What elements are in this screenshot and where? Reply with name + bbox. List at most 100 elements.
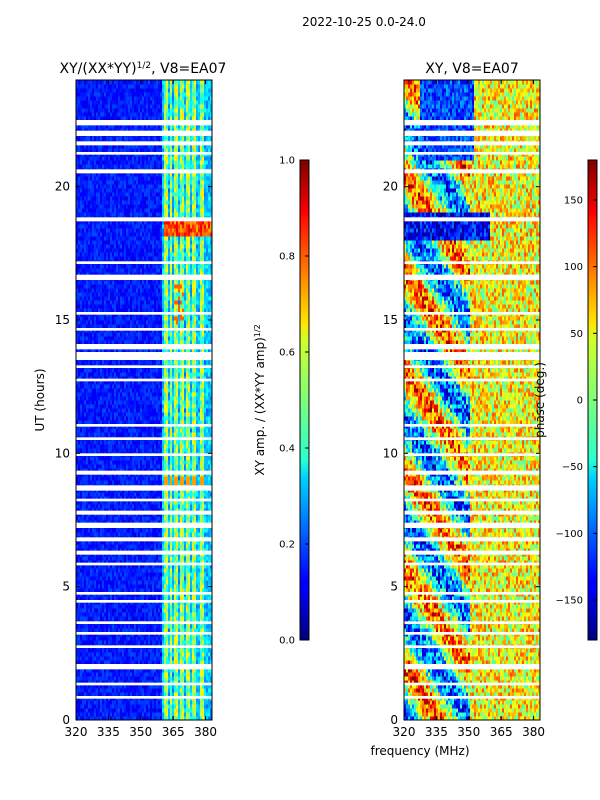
heatmap-cell bbox=[114, 480, 117, 485]
heatmap-cell bbox=[114, 684, 117, 689]
heatmap-cell bbox=[154, 704, 157, 709]
heatmap-cell bbox=[106, 516, 109, 521]
heatmap-cell bbox=[120, 704, 123, 709]
heatmap-cell bbox=[186, 556, 189, 561]
heatmap-cell bbox=[94, 428, 97, 433]
heatmap-cell bbox=[84, 508, 87, 513]
heatmap-cell bbox=[160, 520, 163, 525]
heatmap-cell bbox=[146, 464, 149, 469]
heatmap-cell bbox=[112, 556, 115, 561]
heatmap-cell bbox=[102, 460, 105, 465]
heatmap-cell bbox=[122, 612, 125, 617]
heatmap-cell bbox=[162, 668, 165, 673]
heatmap-cell bbox=[76, 528, 79, 533]
heatmap-cell bbox=[84, 444, 87, 449]
heatmap-cell bbox=[192, 444, 195, 449]
heatmap-cell bbox=[78, 528, 81, 533]
heatmap-cell bbox=[194, 548, 197, 553]
heatmap-cell bbox=[80, 708, 83, 713]
heatmap-cell bbox=[96, 492, 99, 497]
heatmap-cell bbox=[110, 608, 113, 613]
heatmap-cell bbox=[204, 584, 207, 589]
heatmap-cell bbox=[76, 700, 79, 705]
heatmap-cell bbox=[170, 576, 173, 581]
heatmap-cell bbox=[112, 608, 115, 613]
heatmap-cell bbox=[188, 576, 191, 581]
heatmap-cell bbox=[208, 548, 211, 553]
heatmap-cell bbox=[170, 596, 173, 601]
heatmap-cell bbox=[114, 588, 117, 593]
heatmap-cell bbox=[202, 704, 205, 709]
heatmap-cell bbox=[116, 636, 119, 641]
heatmap-cell bbox=[94, 528, 97, 533]
heatmap-cell bbox=[202, 572, 205, 577]
heatmap-cell bbox=[168, 432, 171, 437]
heatmap-cell bbox=[90, 480, 93, 485]
heatmap-cell bbox=[206, 584, 209, 589]
heatmap-cell bbox=[188, 456, 191, 461]
heatmap-cell bbox=[112, 464, 115, 469]
heatmap-cell bbox=[200, 704, 203, 709]
heatmap-cell bbox=[126, 700, 129, 705]
heatmap-cell bbox=[206, 476, 209, 481]
heatmap-cell bbox=[144, 692, 147, 697]
heatmap-cell bbox=[172, 492, 175, 497]
heatmap-cell bbox=[140, 456, 143, 461]
heatmap-cell bbox=[132, 464, 135, 469]
heatmap-cell bbox=[180, 628, 183, 633]
heatmap-cell bbox=[186, 464, 189, 469]
heatmap-cell bbox=[86, 612, 89, 617]
heatmap-cell bbox=[106, 684, 109, 689]
heatmap-cell bbox=[84, 564, 87, 569]
heatmap-cell bbox=[168, 576, 171, 581]
heatmap-cell bbox=[204, 648, 207, 653]
heatmap-cell bbox=[122, 480, 125, 485]
heatmap-cell bbox=[168, 448, 171, 453]
heatmap-cell bbox=[198, 672, 201, 677]
heatmap-cell bbox=[132, 460, 135, 465]
heatmap-cell bbox=[176, 672, 179, 677]
heatmap-cell bbox=[204, 588, 207, 593]
heatmap-cell bbox=[124, 684, 127, 689]
heatmap-cell bbox=[204, 580, 207, 585]
heatmap-cell bbox=[76, 560, 79, 565]
heatmap-cell bbox=[148, 588, 151, 593]
heatmap-cell bbox=[206, 456, 209, 461]
heatmap-cell bbox=[202, 604, 205, 609]
heatmap-cell bbox=[110, 692, 113, 697]
heatmap-cell bbox=[180, 532, 183, 537]
heatmap-cell bbox=[106, 444, 109, 449]
heatmap-cell bbox=[198, 492, 201, 497]
heatmap-cell bbox=[116, 628, 119, 633]
heatmap-cell bbox=[86, 656, 89, 661]
heatmap-cell bbox=[92, 572, 95, 577]
heatmap-cell bbox=[82, 444, 85, 449]
heatmap-cell bbox=[162, 712, 165, 717]
heatmap-cell bbox=[100, 428, 103, 433]
heatmap-cell bbox=[132, 532, 135, 537]
heatmap-cell bbox=[192, 700, 195, 705]
heatmap-cell bbox=[122, 460, 125, 465]
heatmap-cell bbox=[106, 680, 109, 685]
heatmap-cell bbox=[140, 700, 143, 705]
heatmap-cell bbox=[82, 520, 85, 525]
heatmap-cell bbox=[200, 476, 203, 481]
heatmap-cell bbox=[148, 616, 151, 621]
heatmap-cell bbox=[146, 708, 149, 713]
heatmap-cell bbox=[168, 676, 171, 681]
heatmap-cell bbox=[154, 692, 157, 697]
heatmap-cell bbox=[172, 704, 175, 709]
heatmap-cell bbox=[76, 648, 79, 653]
heatmap-cell bbox=[196, 628, 199, 633]
heatmap-cell bbox=[194, 668, 197, 673]
heatmap-cell bbox=[86, 440, 89, 445]
heatmap-cell bbox=[202, 548, 205, 553]
heatmap-cell bbox=[210, 668, 212, 673]
heatmap-cell bbox=[134, 448, 137, 453]
heatmap-cell bbox=[136, 572, 139, 577]
heatmap-cell bbox=[86, 532, 89, 537]
heatmap-cell bbox=[130, 596, 133, 601]
heatmap-cell bbox=[146, 652, 149, 657]
heatmap-cell bbox=[88, 608, 91, 613]
heatmap-cell bbox=[176, 596, 179, 601]
